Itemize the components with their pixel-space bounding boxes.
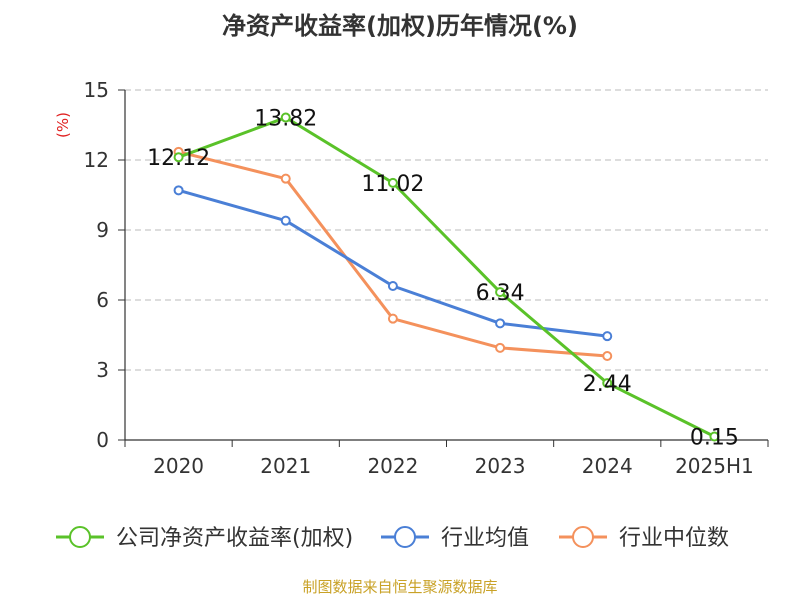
legend-marker xyxy=(572,526,594,548)
chart-title: 净资产收益率(加权)历年情况(%) xyxy=(222,12,578,40)
legend-marker xyxy=(394,526,416,548)
x-tick-label: 2022 xyxy=(367,454,418,478)
data-point xyxy=(280,112,291,123)
legend-label: 行业均值 xyxy=(441,526,529,551)
data-label: 6.34 xyxy=(476,281,525,306)
y-tick-label: 9 xyxy=(96,218,109,242)
data-label: 13.82 xyxy=(254,107,317,132)
data-point xyxy=(602,331,613,342)
data-point xyxy=(602,351,613,361)
data-point xyxy=(280,173,291,184)
x-tick-label: 2020 xyxy=(153,454,204,478)
y-tick-label: 0 xyxy=(96,428,109,452)
y-tick-label: 12 xyxy=(84,148,109,172)
y-tick-label: 3 xyxy=(96,358,109,382)
data-label: 12.12 xyxy=(147,146,210,171)
data-point xyxy=(280,215,291,226)
legend-marker xyxy=(69,526,91,548)
data-point xyxy=(602,378,613,389)
source-note: 制图数据来自恒生聚源数据库 xyxy=(302,578,498,596)
legend-label: 行业中位数 xyxy=(619,526,729,551)
data-point xyxy=(495,318,506,329)
data-point xyxy=(173,152,184,163)
data-label: 0.15 xyxy=(690,426,739,451)
data-label: 11.02 xyxy=(361,172,424,197)
y-tick-label: 15 xyxy=(84,78,109,102)
data-point xyxy=(495,287,506,298)
data-point xyxy=(387,281,398,291)
x-tick-label: 2024 xyxy=(582,454,633,478)
x-tick-label: 2025H1 xyxy=(675,454,754,478)
legend-label: 公司净资产收益率(加权) xyxy=(116,526,353,551)
data-label: 2.44 xyxy=(583,372,632,397)
data-point xyxy=(495,342,506,353)
data-point xyxy=(387,313,398,324)
y-axis-label: (%) xyxy=(54,112,72,138)
data-point xyxy=(709,431,720,442)
x-tick-label: 2023 xyxy=(475,454,526,478)
y-tick-label: 6 xyxy=(96,288,109,312)
data-point xyxy=(387,177,398,188)
data-point xyxy=(173,185,184,196)
x-tick-label: 2021 xyxy=(260,454,311,478)
series-line xyxy=(178,116,716,438)
